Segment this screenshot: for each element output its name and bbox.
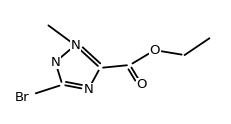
Text: N: N: [70, 39, 80, 52]
Text: O: O: [137, 78, 147, 91]
Text: N: N: [51, 56, 60, 68]
Text: Br: Br: [15, 91, 30, 104]
Text: O: O: [149, 44, 160, 57]
Text: N: N: [83, 83, 93, 96]
